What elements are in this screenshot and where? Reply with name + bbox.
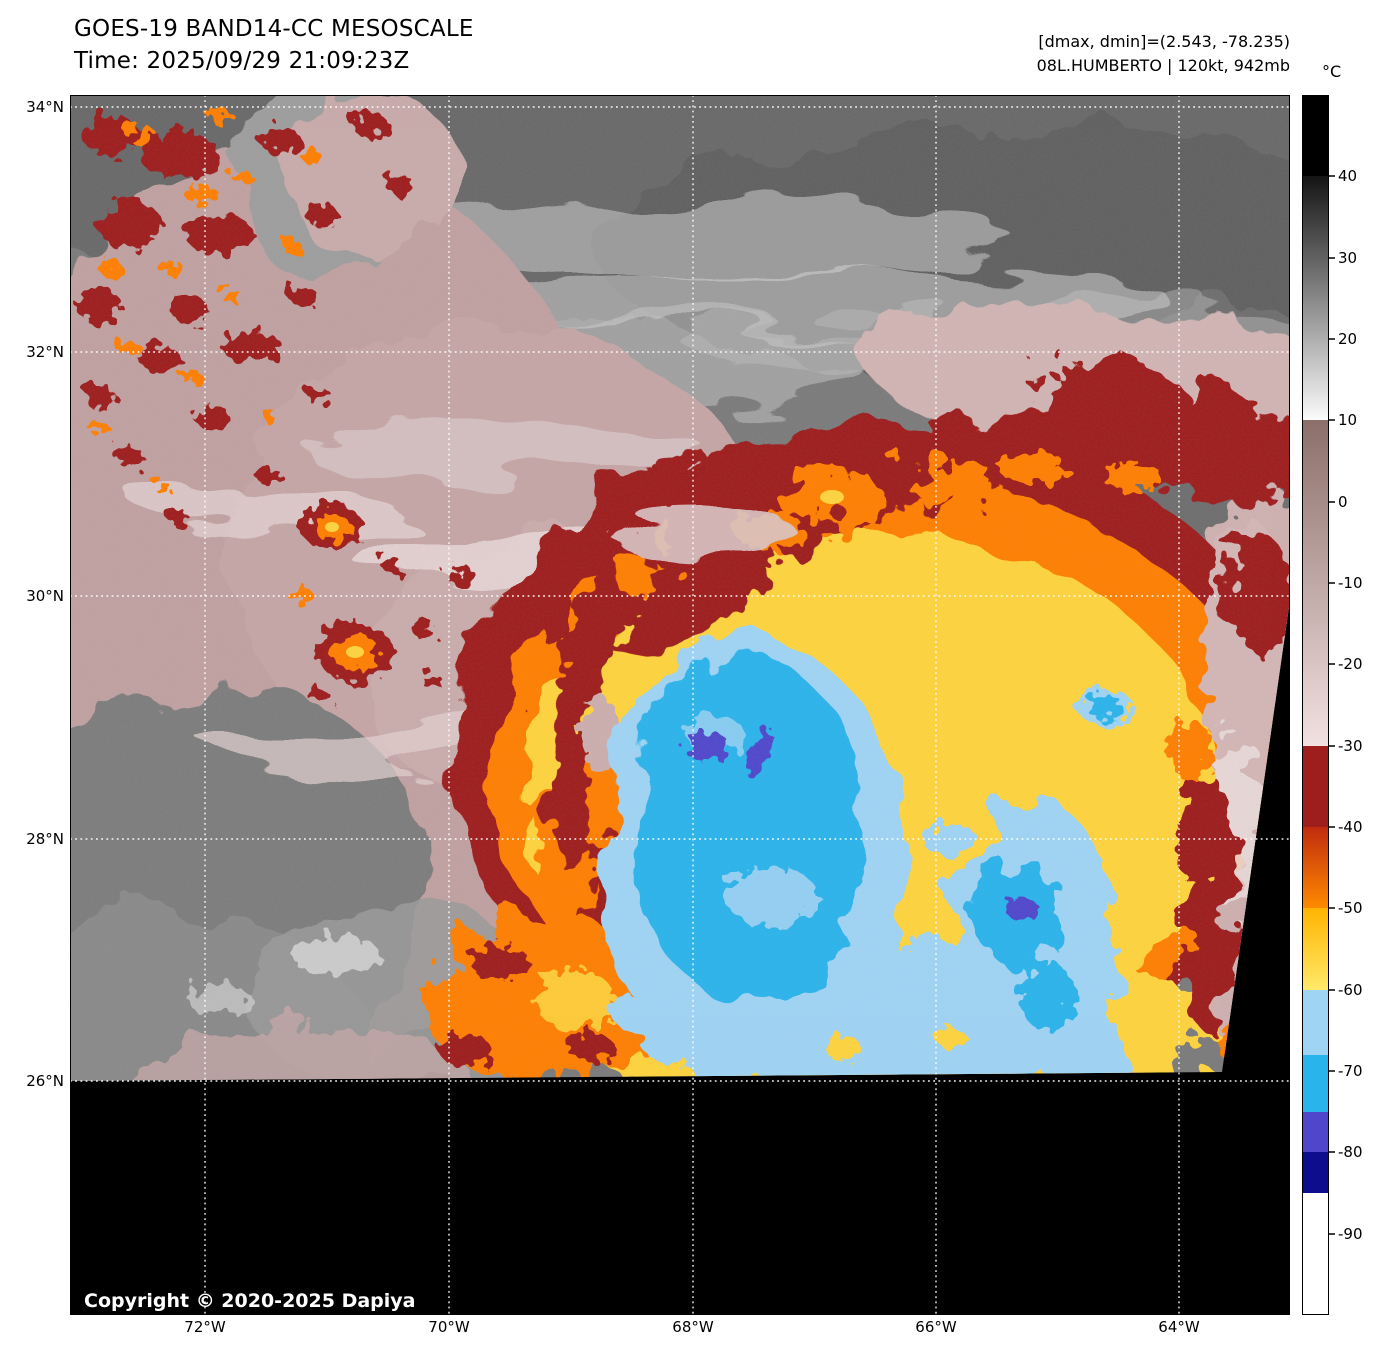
- page-title: GOES-19 BAND14-CC MESOSCALE: [74, 16, 474, 42]
- colorbar-tick-label: -90: [1338, 1225, 1363, 1243]
- lon-label: 66°W: [915, 1318, 957, 1336]
- lat-label: 30°N: [26, 587, 64, 605]
- storm-info: 08L.HUMBERTO | 120kt, 942mb: [1036, 56, 1290, 75]
- colorbar-tick-label: -40: [1338, 818, 1363, 836]
- data-region: [70, 95, 1290, 1081]
- grid-lines: [70, 95, 1290, 1315]
- lat-label: 32°N: [26, 343, 64, 361]
- colorbar-tick-label: -30: [1338, 737, 1363, 755]
- colorbar-tick-label: 30: [1338, 249, 1358, 267]
- dmax-dmin-readout: [dmax, dmin]=(2.543, -78.235): [1038, 32, 1290, 51]
- colorbar-graphic: [1302, 95, 1335, 1315]
- timestamp: Time: 2025/09/29 21:09:23Z: [74, 48, 410, 74]
- map-area: Copyright © 2020-2025 Dapiya: [70, 95, 1290, 1315]
- colorbar-tick-label: -60: [1338, 981, 1363, 999]
- lat-label: 26°N: [26, 1072, 64, 1090]
- colorbar-tick-label: 10: [1338, 411, 1358, 429]
- colorbar-tick-label: 0: [1338, 493, 1348, 511]
- colorbar: [1302, 95, 1342, 1315]
- data-noise-overlay: [70, 95, 1290, 1081]
- colorbar-tick-label: 20: [1338, 330, 1358, 348]
- colorbar-tick-label: -70: [1338, 1062, 1363, 1080]
- colorbar-tick-label: -80: [1338, 1143, 1363, 1161]
- lon-label: 64°W: [1158, 1318, 1200, 1336]
- colorbar-ticks: [1328, 175, 1335, 1235]
- lon-label: 70°W: [428, 1318, 470, 1336]
- satellite-image: Copyright © 2020-2025 Dapiya: [70, 95, 1290, 1315]
- colorbar-tick-label: 40: [1338, 167, 1358, 185]
- colorbar-tick-label: -10: [1338, 574, 1363, 592]
- copyright-text: Copyright © 2020-2025 Dapiya: [84, 1290, 415, 1312]
- colorbar-tick-label: -20: [1338, 655, 1363, 673]
- lon-label: 72°W: [184, 1318, 226, 1336]
- colorbar-unit: °C: [1322, 62, 1342, 81]
- map-border: [70, 95, 1290, 1315]
- colorbar-tick-label: -50: [1338, 899, 1363, 917]
- lat-label: 34°N: [26, 98, 64, 116]
- lat-label: 28°N: [26, 830, 64, 848]
- lon-label: 68°W: [672, 1318, 714, 1336]
